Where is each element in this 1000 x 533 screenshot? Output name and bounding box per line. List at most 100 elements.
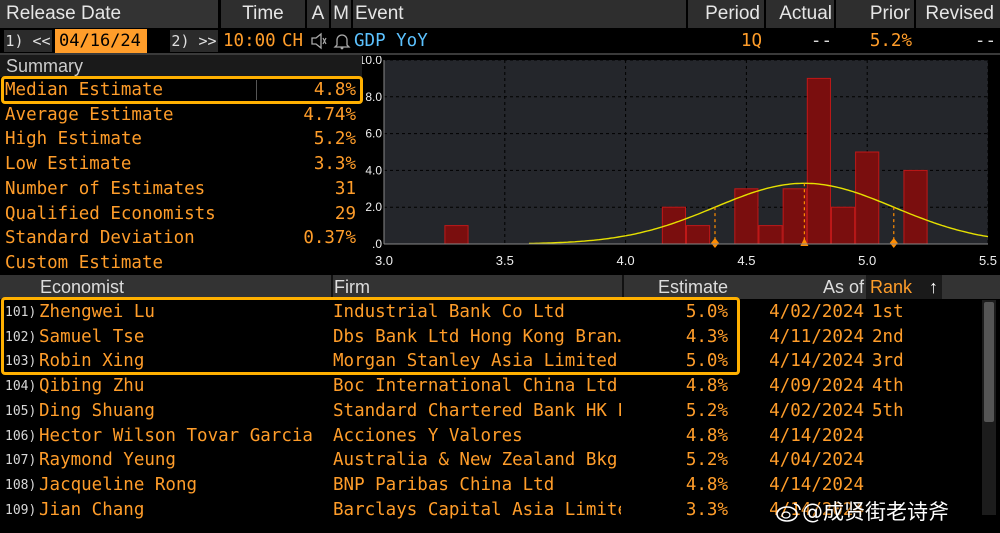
firm-name[interactable]: Australia & New Zealand Bkg … — [333, 450, 621, 471]
firm-name[interactable]: Industrial Bank Co Ltd — [333, 302, 565, 322]
watermark-text: @成贤街老诗斧 — [802, 500, 949, 524]
economist-name[interactable]: Qibing Zhu — [39, 376, 145, 397]
table-row[interactable]: 109) Jian Chang Barclays Capital Asia Limi… — [0, 498, 1000, 523]
table-row[interactable]: 102) Samuel Tse Dbs Bank Ltd Hong Kong Bra… — [0, 325, 1000, 350]
summary-label: Low Estimate — [5, 154, 132, 175]
histogram-bar — [855, 151, 880, 245]
firm-header[interactable]: Firm — [334, 277, 370, 297]
economist-name[interactable]: Samuel Tse — [39, 326, 145, 347]
weibo-icon — [776, 500, 802, 522]
row-number: 102) — [5, 329, 37, 345]
estimate-header[interactable]: Estimate — [657, 277, 728, 297]
firm-name[interactable]: Morgan Stanley Asia Limited — [333, 351, 618, 372]
estimates-histogram: .0 2.0 4.0 6.0 8.0 10.0 3.0 3.5 4.0 4.5 5.0 5.5 — [362, 56, 997, 268]
summary-label: Median Estimate — [5, 80, 164, 100]
prior-header: Prior — [836, 0, 914, 28]
rank-value: 4th — [872, 376, 904, 397]
firm-name[interactable]: Dbs Bank Ltd Hong Kong Bran… — [333, 326, 621, 347]
histogram-bar — [830, 206, 856, 245]
median-highlight-box — [1, 76, 363, 104]
histogram-bar — [806, 77, 831, 245]
summary-row: Number of Estimates 31 — [0, 177, 362, 201]
economist-name[interactable]: Zhengwei Lu — [39, 302, 155, 322]
prev-release-label: 1) << — [5, 32, 51, 50]
table-row[interactable]: 101) Zhengwei Lu Industrial Bank Co Ltd 5.0… — [0, 300, 1000, 325]
speaker-icon[interactable] — [310, 32, 328, 50]
rank-header[interactable]: Rank ↑ — [866, 275, 942, 299]
row-number: 105) — [5, 403, 37, 419]
economist-name[interactable]: Robin Xing — [39, 351, 145, 372]
x-tick-label: 5.0 — [858, 253, 876, 268]
actual-value: -- — [810, 31, 832, 51]
revised-label: Revised — [925, 3, 994, 24]
a-header[interactable]: A — [307, 0, 329, 28]
prev-release-button[interactable]: 1) << — [4, 30, 52, 52]
rank-label: Rank — [870, 277, 913, 297]
time-label: Time — [242, 3, 284, 24]
firm-name[interactable]: Standard Chartered Bank HK L… — [333, 400, 621, 421]
as-of-date: 4/09/2024 — [769, 376, 864, 397]
y-tick-label: 4.0 — [365, 163, 382, 177]
as-of-date: 4/04/2024 — [769, 450, 864, 471]
as-of-date: 4/11/2024 — [769, 326, 864, 347]
bell-icon[interactable] — [333, 32, 351, 50]
economist-name[interactable]: Jacqueline Rong — [39, 474, 198, 495]
prior-value: 5.2% — [869, 31, 912, 51]
sort-arrow-icon[interactable]: ↑ — [929, 277, 938, 297]
y-tick-label: .0 — [372, 237, 382, 251]
table-row[interactable]: 104) Qibing Zhu Boc International China Lt… — [0, 374, 1000, 399]
estimate-value: 4.8% — [685, 376, 728, 397]
scrollbar-thumb[interactable] — [984, 302, 994, 422]
table-row[interactable]: 106) Hector Wilson Tovar Garcia Acciones Y… — [0, 424, 1000, 449]
summary-row: Low Estimate 3.3% — [0, 152, 362, 176]
summary-row: Custom Estimate — [0, 251, 362, 275]
economist-name[interactable]: Raymond Yeung — [39, 450, 176, 471]
m-header[interactable]: M — [331, 0, 351, 28]
histogram-bar — [903, 169, 928, 245]
as-of-date: 4/02/2024 — [769, 400, 864, 421]
next-release-button[interactable]: 2) >> — [170, 30, 218, 52]
estimate-value: 5.2% — [685, 400, 728, 421]
histogram-bar — [734, 188, 759, 245]
table-row[interactable]: 103) Robin Xing Morgan Stanley Asia Limite… — [0, 349, 1000, 374]
economist-name[interactable]: Hector Wilson Tovar Garcia — [39, 425, 313, 446]
estimate-value: 3.3% — [685, 499, 728, 520]
histogram-bar — [758, 225, 783, 245]
x-tick-label: 3.5 — [496, 253, 514, 268]
summary-value: 29 — [334, 203, 356, 224]
summary-value: 31 — [334, 178, 356, 199]
firm-name[interactable]: BNP Paribas China Ltd — [333, 474, 555, 495]
release-date-label: Release Date — [6, 3, 122, 24]
row-number: 104) — [5, 379, 37, 395]
period-value: 1Q — [740, 31, 762, 51]
as-of-header[interactable]: As of — [822, 277, 864, 297]
divider — [0, 53, 1000, 55]
event-label: Event — [355, 3, 404, 24]
event-header: Event — [353, 0, 686, 28]
y-tick-label: 2.0 — [365, 200, 382, 214]
top3-highlight-box — [1, 297, 740, 375]
event-name[interactable]: GDP YoY — [354, 31, 428, 51]
release-date-input[interactable]: 04/16/24 — [55, 29, 147, 53]
table-row[interactable]: 108) Jacqueline Rong BNP Paribas China Ltd… — [0, 473, 1000, 498]
summary-value: 4.74% — [303, 104, 356, 125]
summary-label: Standard Deviation — [5, 228, 195, 249]
economist-header[interactable]: Economist — [40, 277, 125, 297]
table-row[interactable]: 107) Raymond Yeung Australia & New Zealand… — [0, 448, 1000, 473]
x-tick-label: 5.5 — [979, 253, 997, 268]
economist-name[interactable]: Jian Chang — [39, 499, 145, 520]
firm-name[interactable]: Barclays Capital Asia Limited — [333, 499, 621, 520]
economist-name[interactable]: Ding Shuang — [39, 400, 155, 421]
as-of-date: 4/14/2024 — [769, 474, 864, 495]
firm-name[interactable]: Boc International China Ltd — [333, 376, 618, 397]
rank-value: 2nd — [872, 326, 904, 347]
table-row[interactable]: 105) Ding Shuang Standard Chartered Bank H… — [0, 399, 1000, 424]
normal-curve — [528, 182, 989, 245]
rank-value: 1st — [872, 302, 904, 322]
histogram-bar — [444, 225, 469, 245]
histogram-bar — [686, 225, 711, 245]
as-of-date: 4/14/2024 — [769, 499, 864, 520]
summary-label: Number of Estimates — [5, 178, 206, 199]
firm-name[interactable]: Acciones Y Valores — [333, 425, 523, 446]
estimate-value: 4.8% — [685, 474, 728, 495]
